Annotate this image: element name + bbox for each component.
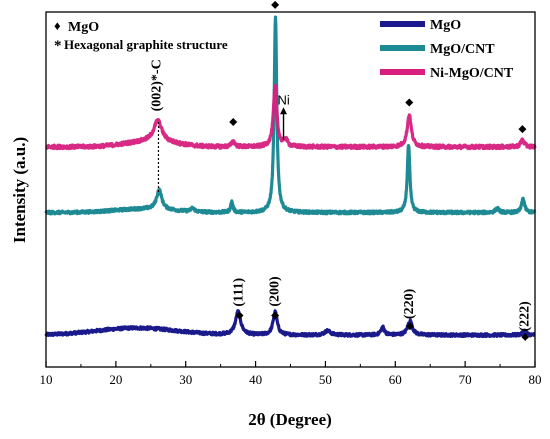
series-line-ni-mgo-cnt bbox=[44, 83, 537, 151]
graphite-annotation-label: Hexagonal graphite structure bbox=[64, 37, 228, 52]
peak-label: (200) bbox=[267, 276, 282, 307]
mgo-diamond-marker bbox=[405, 322, 414, 331]
mgo-diamond-marker bbox=[229, 118, 238, 127]
mgo-annotation-symbol: ♦ bbox=[54, 18, 61, 33]
mgo-diamond-marker bbox=[405, 98, 414, 107]
x-tick-label-10: 10 bbox=[40, 372, 53, 387]
ni-arrow-head bbox=[280, 107, 288, 115]
mgo-diamond-marker bbox=[521, 332, 530, 341]
mgo-annotation-label: MgO bbox=[68, 20, 99, 35]
graphite-annotation-symbol: * bbox=[54, 38, 62, 54]
x-tick-label-80: 80 bbox=[529, 372, 542, 387]
x-axis-label: 2θ (Degree) bbox=[248, 410, 332, 429]
x-tick-label-40: 40 bbox=[249, 372, 262, 387]
mgo-diamond-marker bbox=[235, 311, 244, 320]
legend: MgO MgO/CNT Ni-MgO/CNT bbox=[380, 18, 514, 81]
series-line-mgo bbox=[44, 309, 537, 338]
x-tick-label-60: 60 bbox=[389, 372, 402, 387]
ni-label: Ni bbox=[278, 92, 290, 107]
x-tick-label-50: 50 bbox=[319, 372, 332, 387]
x-tick-label-30: 30 bbox=[179, 372, 192, 387]
mgo-diamond-marker bbox=[271, 311, 280, 320]
mgo-diamond-marker bbox=[518, 125, 527, 134]
legend-label-mgo: MgO bbox=[430, 18, 461, 33]
peak-label: (222) bbox=[517, 301, 532, 332]
x-tick-label-70: 70 bbox=[459, 372, 472, 387]
series-curves bbox=[44, 15, 537, 338]
x-tick-label-20: 20 bbox=[109, 372, 122, 387]
y-axis-label: Intensity (a.u.) bbox=[10, 137, 29, 243]
mgo-diamond-marker bbox=[271, 0, 280, 9]
peak-markers: (111) (200) (220) (222) (002)*-C Ni bbox=[149, 0, 532, 341]
peak-label: (220) bbox=[402, 288, 417, 319]
peak-label: (111) bbox=[232, 278, 247, 307]
peak-label: (002)*-C bbox=[149, 59, 164, 111]
legend-label-mgo-cnt: MgO/CNT bbox=[430, 42, 495, 57]
series-line-mgo-cnt bbox=[44, 15, 537, 216]
legend-label-ni-mgo-cnt: Ni-MgO/CNT bbox=[430, 66, 514, 81]
x-axis-ticks: 10 20 30 40 50 60 70 80 bbox=[40, 361, 542, 387]
